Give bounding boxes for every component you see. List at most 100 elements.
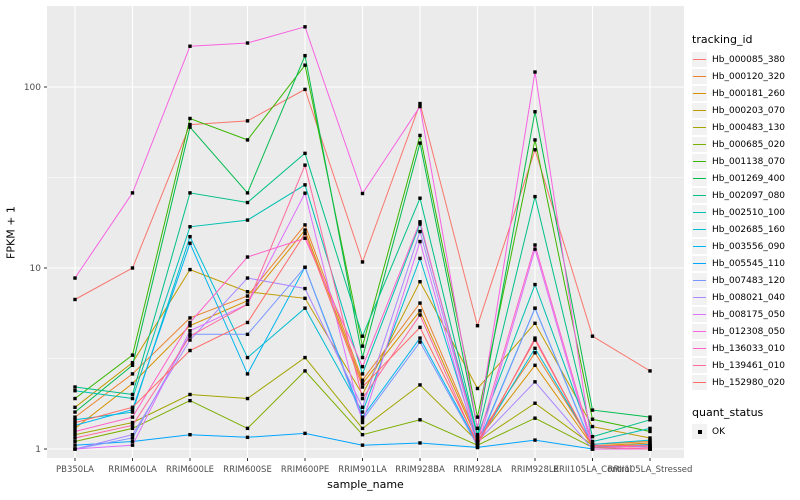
data-point [130,426,135,431]
legend-item-label: Hb_002510_100 [712,207,786,218]
data-point [73,432,77,437]
legend-item-Hb_000685_020: Hb_000685_020 [692,137,785,152]
data-point [188,432,192,437]
data-point [73,385,77,389]
data-point [418,418,422,422]
y-tick-label: 1 [35,445,41,455]
data-point [130,405,135,409]
legend-item-label: Hb_000181_260 [712,88,786,99]
data-point [188,125,192,129]
data-point [188,241,192,245]
data-point [303,191,307,195]
data-point [73,439,77,444]
line-swatch-icon [693,382,706,383]
legend-key-swatch [692,375,707,390]
data-point [130,191,135,195]
data-point [188,329,192,333]
legend-item-label: OK [712,426,725,437]
data-point [590,439,595,444]
data-point [418,196,422,200]
data-point [303,228,307,232]
data-point [73,405,77,409]
data-point [188,225,192,229]
data-point [303,296,307,301]
x-tick-label: RRIM600SE [223,465,272,475]
data-point [303,53,307,58]
data-point [303,306,307,310]
data-point [130,439,135,444]
legend-item-Hb_000085_380: Hb_000085_380 [692,52,785,67]
legend-key-swatch [692,324,707,339]
data-point [360,260,365,264]
data-point [418,229,422,234]
data-point [475,426,480,431]
data-point [360,405,365,409]
data-point [130,353,135,357]
data-point [418,340,422,344]
legend-item-label: Hb_007483_120 [712,275,786,286]
legend-item-quant-OK: OK [692,424,725,439]
legend-item-Hb_136033_010: Hb_136033_010 [692,341,785,356]
data-point [188,122,192,127]
data-point [130,420,135,425]
data-point [188,44,192,48]
y-tick-label: 10 [30,264,42,274]
line-swatch-icon [693,195,706,196]
data-point [73,429,77,434]
data-point [188,392,192,397]
data-point [188,267,192,272]
data-point [245,355,250,360]
data-point [590,444,595,448]
data-point [648,415,652,419]
data-point [245,200,250,205]
data-point [303,183,307,187]
legend-item-Hb_002097_080: Hb_002097_080 [692,188,785,203]
data-point [73,447,77,451]
legend-key-swatch [692,69,707,84]
legend-key-swatch [692,256,707,271]
data-point [245,41,250,45]
line-swatch-icon [693,229,706,230]
data-point [590,424,595,429]
legend-item-label: Hb_001269_400 [712,173,786,184]
data-point [533,243,537,247]
data-point [303,236,307,240]
data-point [245,372,250,376]
line-swatch-icon [693,314,706,315]
data-point [360,420,365,425]
legend-item-label: Hb_003556_090 [712,241,786,252]
data-point [130,443,135,447]
data-point [475,443,480,447]
legend-item-label: Hb_002097_080 [712,190,786,201]
y-tick-label: 100 [24,83,41,93]
data-point [73,388,77,393]
data-point [245,298,250,303]
data-point [303,223,307,227]
legend-item-label: Hb_005545_110 [712,258,786,269]
data-point [303,231,307,236]
legend-item-label: Hb_000685_020 [712,139,786,150]
data-point [648,447,652,451]
data-point [130,396,135,401]
data-point [648,426,652,431]
data-point [303,87,307,92]
data-point [245,218,250,222]
data-point [418,336,422,340]
legend-item-Hb_007483_120: Hb_007483_120 [692,273,785,288]
square-point-icon [697,429,702,434]
data-point [73,443,77,447]
line-swatch-icon [693,76,706,77]
data-point [533,282,537,287]
legend-key-swatch [692,341,707,356]
legend-item-Hb_003556_090: Hb_003556_090 [692,239,785,254]
data-point [303,151,307,156]
legend-item-label: Hb_000120_320 [712,71,786,82]
data-point [360,381,365,386]
data-point [590,447,595,451]
data-point [245,332,250,337]
data-point [245,138,250,142]
data-point [475,441,480,445]
data-point [533,416,537,420]
data-point [648,429,652,434]
legend-key-swatch [692,137,707,152]
